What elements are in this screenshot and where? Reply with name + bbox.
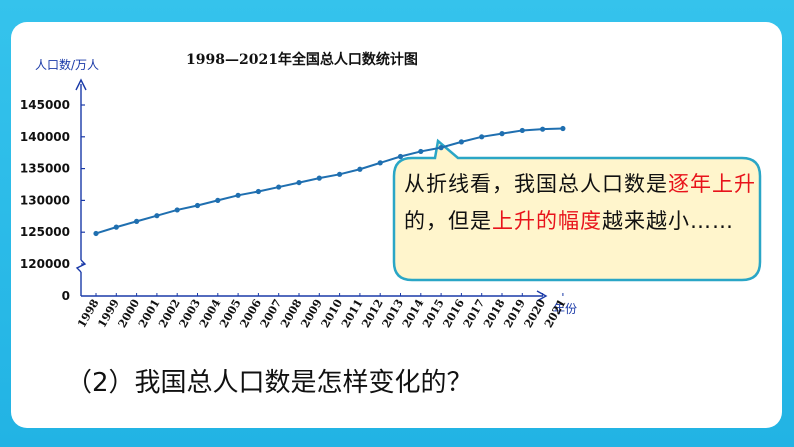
y-tick-label: 140000 xyxy=(20,130,70,144)
data-point xyxy=(479,134,485,140)
callout-plain-text: 从折线看，我国总人口数是 xyxy=(404,172,668,196)
callout-text: 从折线看，我国总人口数是逐年上升的，但是上升的幅度越来越小…… xyxy=(404,166,764,240)
x-axis-arrow xyxy=(536,290,548,302)
data-point xyxy=(276,184,282,190)
x-tick-labels: 1998199920002001200220032004200520062007… xyxy=(75,293,568,330)
data-point xyxy=(519,127,525,134)
callout-shape xyxy=(392,138,762,282)
callout-highlight-text: 逐年上升 xyxy=(668,172,756,196)
y-tick-label: 120000 xyxy=(20,257,70,271)
y-axis-arrow xyxy=(75,78,87,91)
data-point xyxy=(438,145,444,151)
y-tick-label: 0 xyxy=(62,289,70,303)
data-point xyxy=(397,153,404,160)
data-point xyxy=(296,179,302,186)
data-point xyxy=(377,160,383,166)
data-point xyxy=(134,218,140,224)
data-point xyxy=(113,224,119,230)
data-point xyxy=(255,188,261,195)
y-axis-break-mark xyxy=(75,259,87,273)
callout-highlight-text: 上升的幅度 xyxy=(492,209,602,233)
data-point xyxy=(174,207,180,213)
data-point xyxy=(93,230,99,237)
chart-axes xyxy=(75,78,548,302)
data-point xyxy=(316,175,322,181)
data-point xyxy=(540,126,546,132)
data-point xyxy=(215,197,221,203)
y-axis-unit-label: 人口数/万人 xyxy=(35,58,100,72)
question-text: （2）我国总人口数是怎样变化的？ xyxy=(66,368,473,398)
x-tick-label: 2021 xyxy=(542,297,569,330)
data-point xyxy=(194,202,201,209)
data-point xyxy=(235,192,241,198)
data-point xyxy=(154,213,160,219)
data-point xyxy=(418,148,424,155)
y-tick-label: 145000 xyxy=(20,98,70,112)
population-series-line xyxy=(95,127,563,235)
data-point xyxy=(458,139,464,145)
series-line xyxy=(95,127,563,235)
data-point xyxy=(499,131,505,137)
y-tick-label: 135000 xyxy=(20,162,70,176)
chart-title: 1998—2021年全国总人口数统计图 xyxy=(186,52,418,68)
data-point xyxy=(560,125,566,132)
callout-plain-text: 的，但是 xyxy=(404,209,492,233)
data-point xyxy=(337,171,343,177)
series-points xyxy=(93,125,566,237)
callout-bubble xyxy=(392,138,762,282)
x-axis-unit-label: 年份 xyxy=(553,302,578,316)
y-tick-labels: 145000 140000 135000 130000 125000 120000 0 xyxy=(20,98,85,303)
y-tick-label: 130000 xyxy=(20,193,70,207)
callout-plain-text: 越来越小…… xyxy=(602,209,734,233)
data-point xyxy=(357,166,363,172)
y-tick-label: 125000 xyxy=(20,225,70,239)
